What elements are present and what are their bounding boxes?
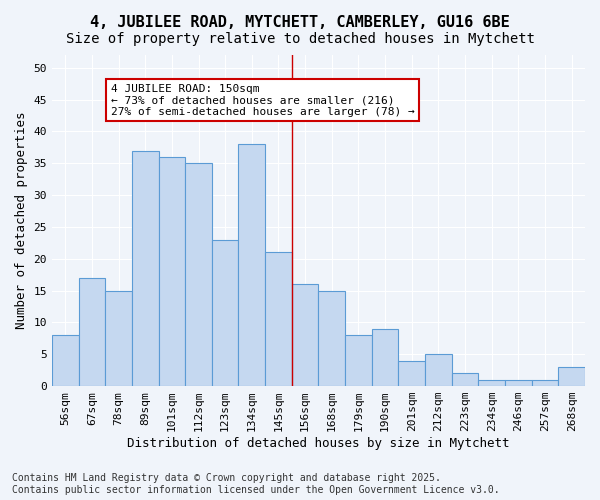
Bar — [319, 290, 345, 386]
Text: 4, JUBILEE ROAD, MYTCHETT, CAMBERLEY, GU16 6BE: 4, JUBILEE ROAD, MYTCHETT, CAMBERLEY, GU… — [90, 15, 510, 30]
Bar — [238, 144, 265, 386]
Bar — [505, 380, 532, 386]
Bar — [185, 163, 212, 386]
Text: 4 JUBILEE ROAD: 150sqm
← 73% of detached houses are smaller (216)
27% of semi-de: 4 JUBILEE ROAD: 150sqm ← 73% of detached… — [110, 84, 415, 117]
Bar — [559, 367, 585, 386]
Bar — [105, 290, 132, 386]
Bar — [398, 360, 425, 386]
Y-axis label: Number of detached properties: Number of detached properties — [15, 112, 28, 330]
Bar — [532, 380, 559, 386]
Text: Contains HM Land Registry data © Crown copyright and database right 2025.
Contai: Contains HM Land Registry data © Crown c… — [12, 474, 500, 495]
Bar — [158, 157, 185, 386]
Bar — [79, 278, 105, 386]
Bar — [292, 284, 319, 386]
Bar — [345, 335, 372, 386]
Bar — [452, 374, 478, 386]
Bar — [265, 252, 292, 386]
Bar — [212, 240, 238, 386]
Bar — [52, 335, 79, 386]
X-axis label: Distribution of detached houses by size in Mytchett: Distribution of detached houses by size … — [127, 437, 510, 450]
Bar — [372, 329, 398, 386]
Bar — [478, 380, 505, 386]
Bar — [425, 354, 452, 386]
Bar — [132, 150, 158, 386]
Text: Size of property relative to detached houses in Mytchett: Size of property relative to detached ho… — [65, 32, 535, 46]
